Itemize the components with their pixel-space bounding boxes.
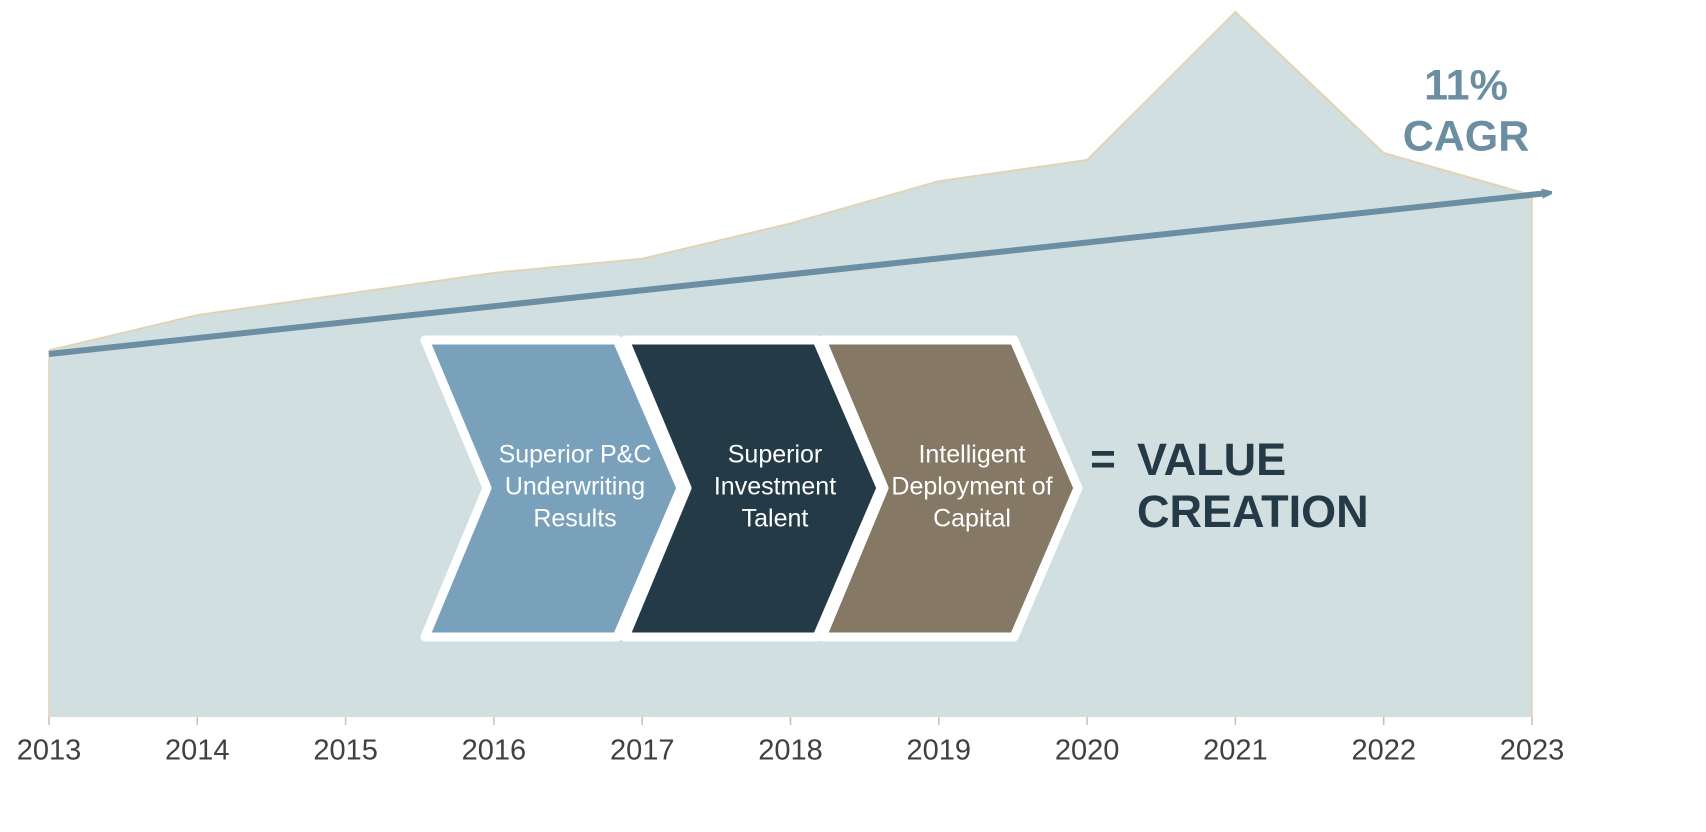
x-tick-label: 2019: [907, 735, 972, 767]
area-outline: [48, 10, 1533, 352]
chevron: [420, 335, 686, 642]
x-tick-label: 2014: [165, 735, 230, 767]
x-tick-label: 2016: [462, 735, 527, 767]
result-label: CREATION: [1137, 486, 1369, 537]
x-tick-label: 2021: [1203, 735, 1268, 767]
foreground: 2013 2014 2015 2016 2017 2018 2019 2020 2021 2022…: [17, 61, 1565, 766]
chevron-label: Intelligent: [918, 441, 1025, 469]
result-label: VALUE: [1137, 434, 1286, 485]
x-tick-label: 2023: [1500, 735, 1565, 767]
x-tick-label: 2020: [1055, 735, 1120, 767]
chevron: [620, 335, 886, 642]
chevron-label: Underwriting: [505, 473, 645, 501]
x-tick-label: 2022: [1351, 735, 1416, 767]
chevron: [817, 335, 1083, 642]
chevron-label: Deployment of: [891, 473, 1052, 501]
equals-sign: =: [1090, 435, 1116, 484]
x-tick-label: 2017: [610, 735, 675, 767]
trend-arrow: [48, 193, 1548, 357]
chevron-label: Investment: [714, 473, 836, 501]
cagr-label: CAGR: [1403, 112, 1530, 160]
chevron-label: Superior: [728, 441, 823, 469]
cagr-label: 11%: [1424, 61, 1508, 109]
x-tick-label: 2018: [758, 735, 823, 767]
chevron-label: Superior P&C: [499, 441, 652, 469]
chevron-label: Talent: [742, 505, 809, 533]
x-tick-label: 2015: [313, 735, 378, 767]
chevron-label: Results: [533, 505, 616, 533]
x-tick-label: 2013: [17, 735, 82, 767]
chevron-label: Capital: [933, 505, 1011, 533]
